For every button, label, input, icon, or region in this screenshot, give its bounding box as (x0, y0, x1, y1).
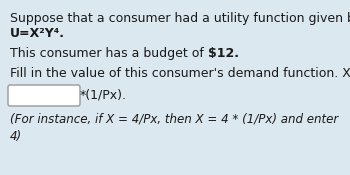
Text: $12.: $12. (208, 47, 239, 60)
Text: Suppose that a consumer had a utility function given by:: Suppose that a consumer had a utility fu… (10, 12, 350, 25)
Text: Fill in the value of this consumer's demand function. X =: Fill in the value of this consumer's dem… (10, 67, 350, 80)
FancyBboxPatch shape (8, 85, 80, 106)
Text: 4): 4) (10, 130, 22, 143)
Text: *(1/Px).: *(1/Px). (80, 89, 127, 102)
Text: This consumer has a budget of: This consumer has a budget of (10, 47, 208, 60)
Text: U=X²Y⁴.: U=X²Y⁴. (10, 27, 65, 40)
Text: (For instance, if X = 4/Px, then X = 4 * (1/Px) and enter: (For instance, if X = 4/Px, then X = 4 *… (10, 113, 338, 126)
